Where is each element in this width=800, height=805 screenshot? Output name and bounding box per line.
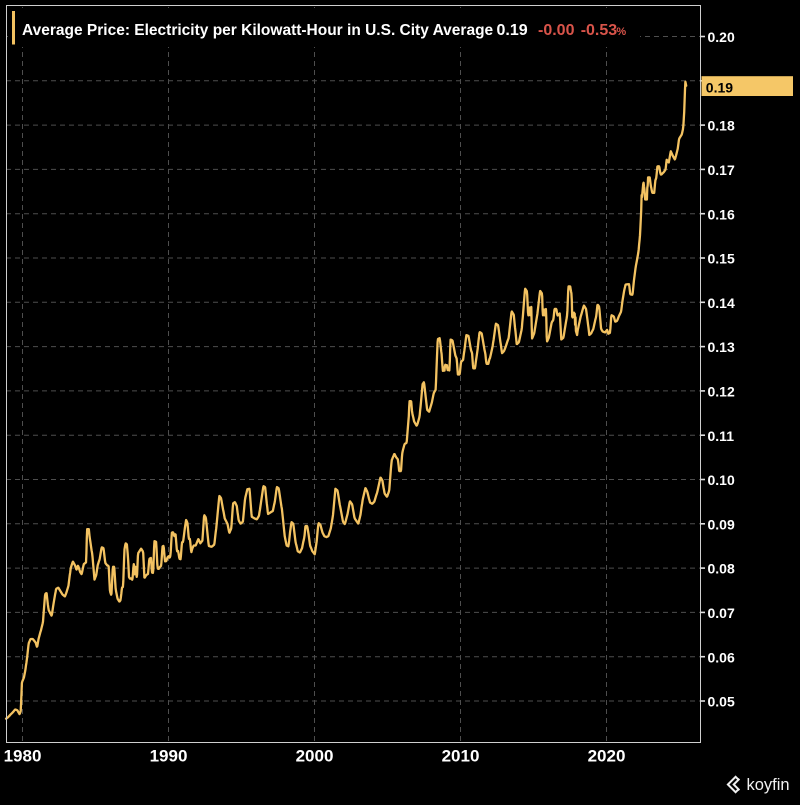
svg-text:0.20: 0.20 [708,29,735,45]
svg-text:-0.00: -0.00 [538,22,575,39]
svg-text:%: % [616,26,626,38]
svg-text:2000: 2000 [296,747,334,766]
svg-text:0.14: 0.14 [708,295,735,311]
svg-text:0.10: 0.10 [708,472,735,488]
svg-text:0.11: 0.11 [708,428,735,444]
svg-text:0.08: 0.08 [708,561,735,577]
svg-text:Average Price: Electricity per: Average Price: Electricity per Kilowatt-… [22,22,494,39]
svg-text:koyfin: koyfin [747,776,790,794]
svg-text:0.07: 0.07 [708,605,735,621]
svg-text:0.15: 0.15 [708,251,735,267]
svg-text:0.09: 0.09 [708,516,735,532]
svg-text:0.06: 0.06 [708,649,735,665]
svg-text:1980: 1980 [4,747,42,766]
svg-text:1990: 1990 [150,747,188,766]
svg-text:-0.53: -0.53 [581,22,618,39]
svg-text:0.05: 0.05 [708,694,735,710]
svg-text:0.13: 0.13 [708,339,735,355]
svg-text:0.18: 0.18 [708,118,735,134]
svg-text:0.19: 0.19 [497,22,528,39]
svg-text:0.16: 0.16 [708,206,735,222]
svg-text:2020: 2020 [588,747,626,766]
svg-text:0.17: 0.17 [708,162,735,178]
svg-text:2010: 2010 [442,747,480,766]
svg-text:0.12: 0.12 [708,384,735,400]
svg-text:0.19: 0.19 [706,79,733,95]
